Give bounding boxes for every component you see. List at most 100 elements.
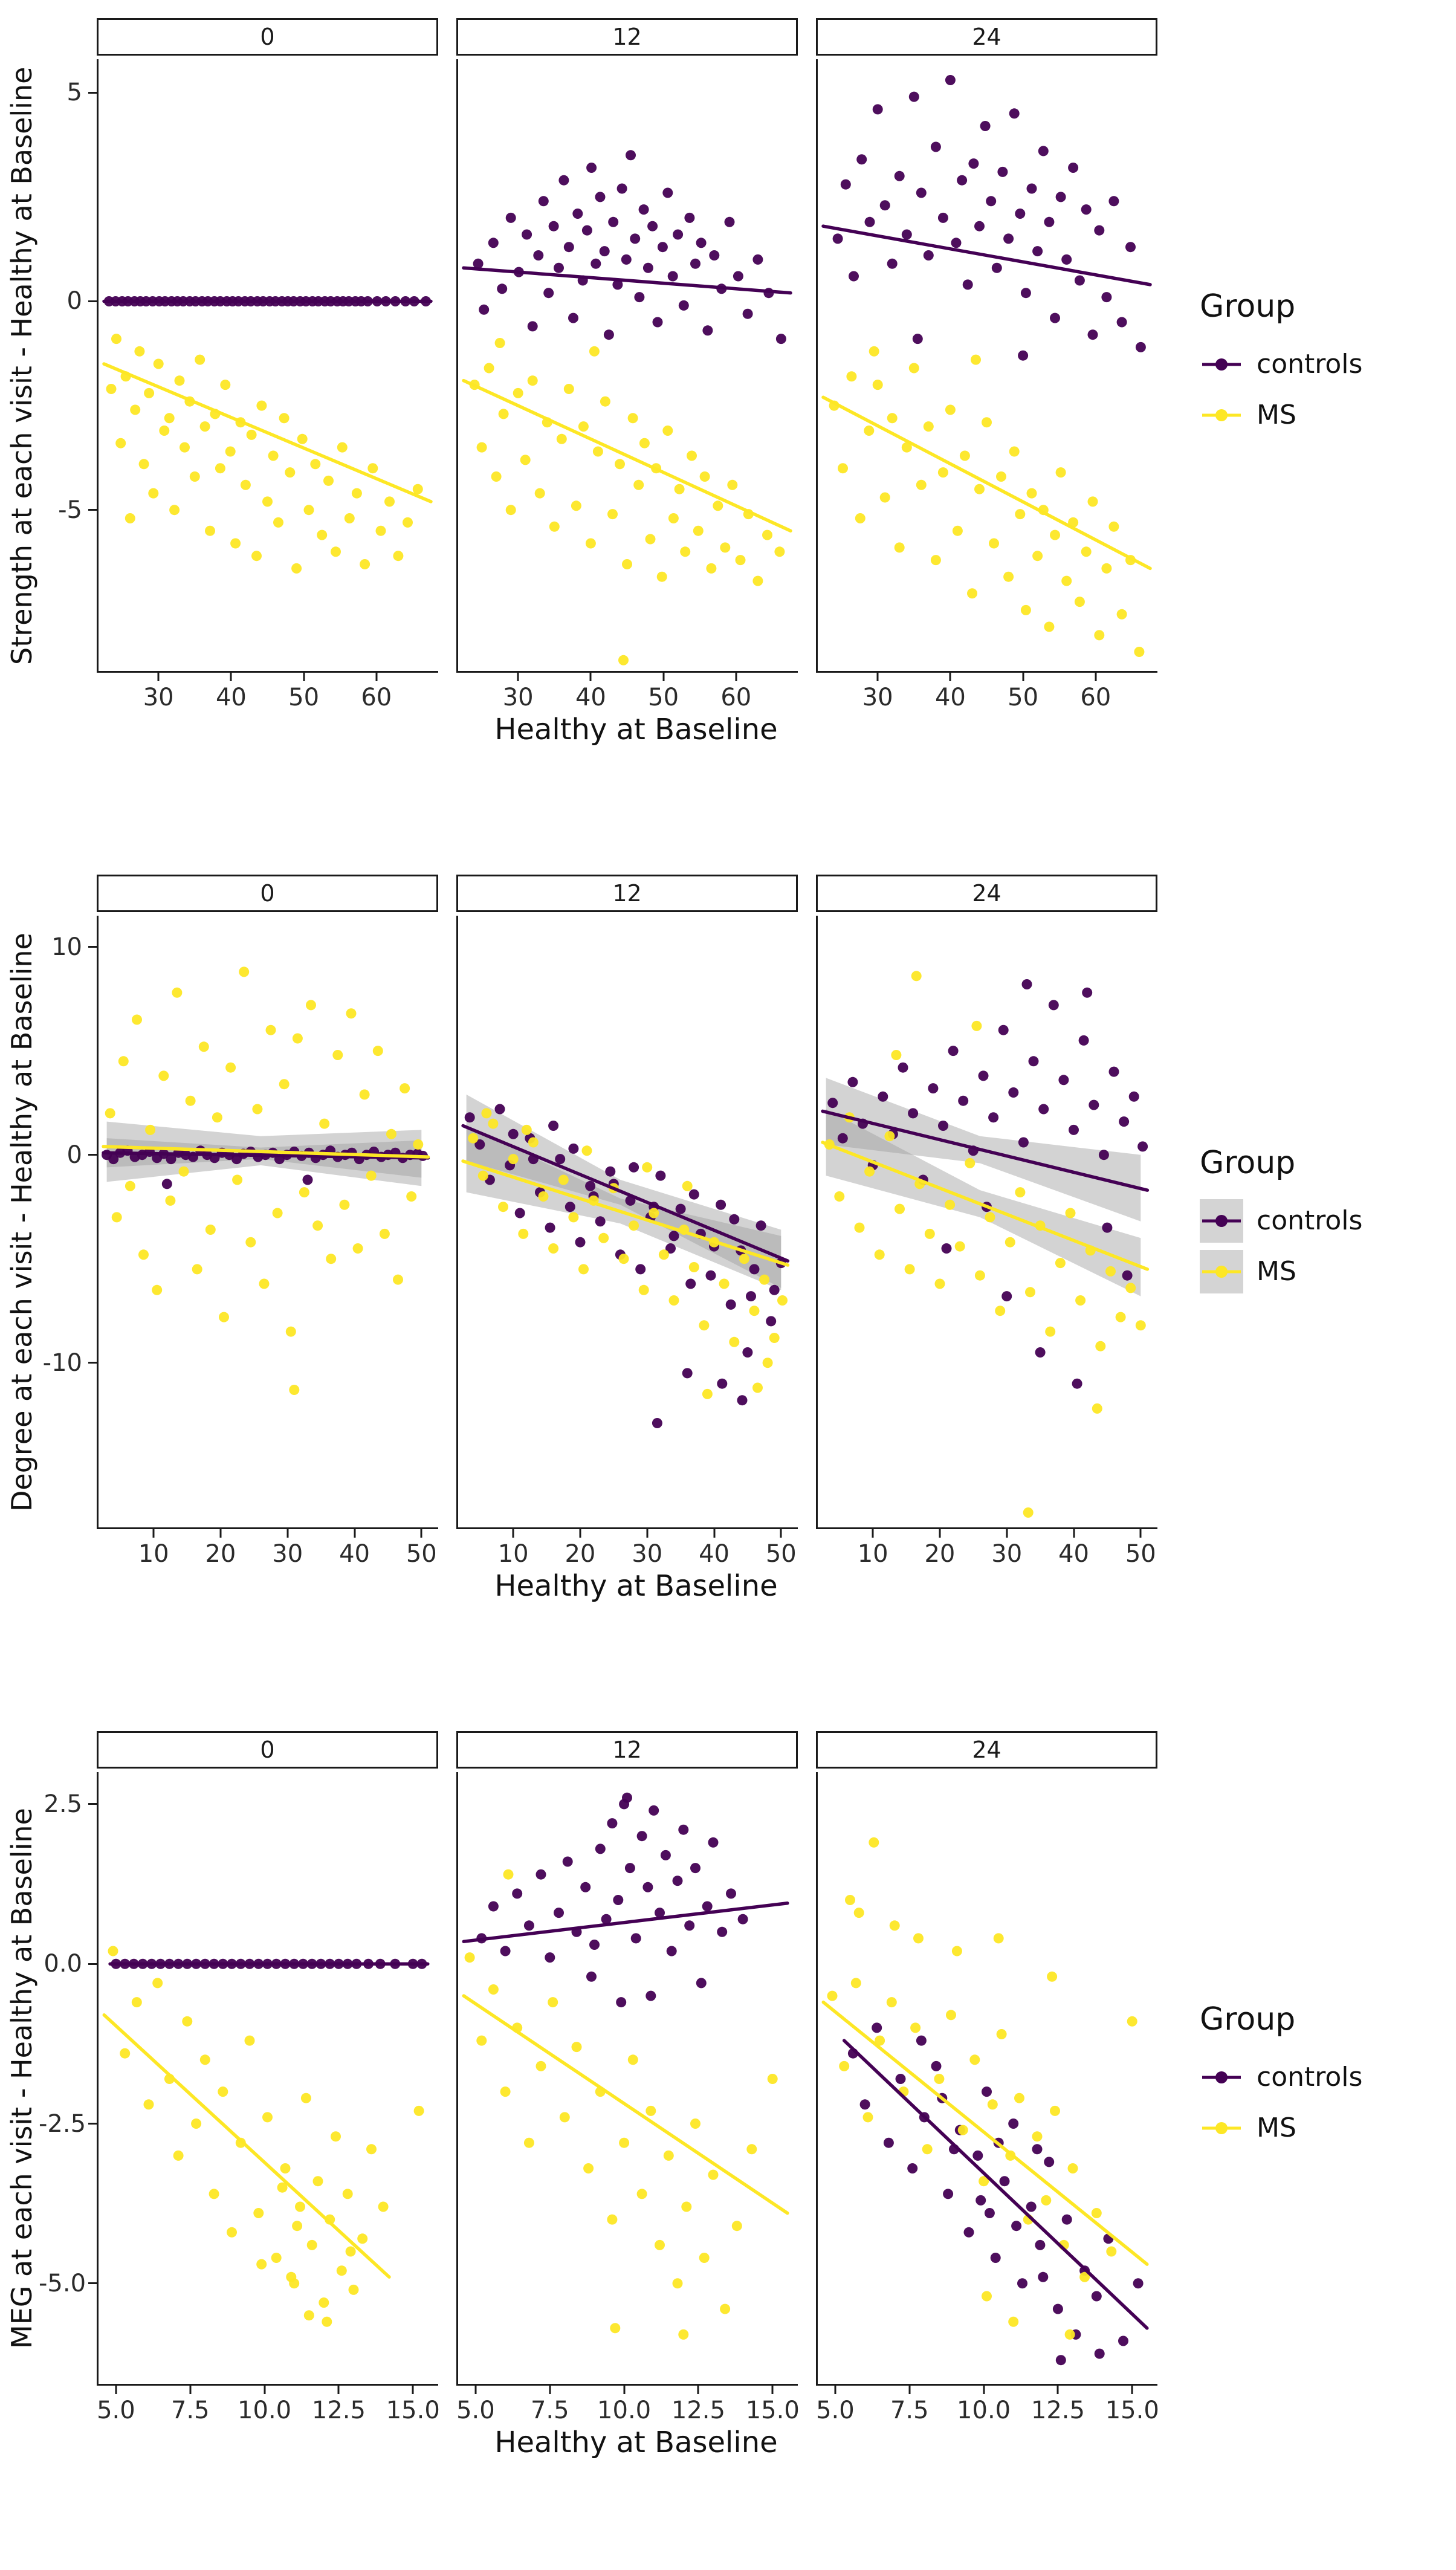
y-tick-mark	[88, 2282, 97, 2285]
y-tick-label: 10	[51, 933, 82, 961]
legend-label: MS	[1257, 400, 1296, 430]
points-MS	[464, 1869, 778, 2340]
y-tick-mark	[88, 509, 97, 511]
facet-panels: 0 10 20 30 40 50 12 10 20 30 40 50 24 10 20 30 40 50	[97, 875, 1157, 1568]
y-axis: 10 0 -10	[39, 916, 97, 1529]
x-axis: 30 40 50 60	[456, 673, 798, 711]
x-axis-title: Healthy at Baseline	[494, 2426, 778, 2459]
y-axis-title: MEG at each visit - Healthy at Baseline	[5, 1808, 38, 2349]
x-tick-mark	[949, 673, 951, 681]
x-tick-label: 7.5	[170, 2397, 210, 2424]
x-tick-label: 7.5	[890, 2397, 929, 2424]
legend-label: MS	[1257, 1256, 1296, 1287]
legend-label: MS	[1257, 2112, 1296, 2143]
legend-entries: controls MS	[1200, 343, 1362, 437]
y-tick-mark	[88, 2123, 97, 2125]
trend-line-MS	[462, 1994, 789, 2215]
points-MS	[108, 1946, 424, 2327]
figure-strength: Strength at each visit - Healthy at Base…	[0, 0, 1456, 856]
x-tick-mark	[735, 673, 737, 681]
facet-strip: 12	[456, 875, 798, 912]
legend-key-MS	[1200, 393, 1243, 437]
scatter-panel	[456, 59, 798, 673]
trend-line-MS	[102, 362, 433, 503]
x-tick-label: 20	[205, 1540, 236, 1568]
figure-degree: Degree at each visit - Healthy at Baseli…	[0, 856, 1456, 1713]
y-axis: 2.5 0.0 -2.5 -5.0	[39, 1772, 97, 2386]
facet-strip: 24	[816, 18, 1157, 56]
x-tick-mark	[983, 2386, 985, 2394]
x-tick-label: 40	[339, 1540, 370, 1568]
x-tick-mark	[549, 2386, 551, 2394]
x-tick-mark	[771, 2386, 774, 2394]
y-axis-title: Strength at each visit - Healthy at Base…	[5, 66, 38, 665]
y-tick-label: -2.5	[39, 2109, 86, 2138]
scatter-panel	[456, 1772, 798, 2386]
x-tick-label: 60	[720, 684, 752, 711]
x-tick-label: 5.0	[456, 2397, 495, 2424]
facet-0: 0 5.0 7.5 10.0 12.5 15.0	[97, 1731, 440, 2424]
x-tick-label: 30	[272, 1540, 303, 1568]
x-tick-label: 20	[565, 1540, 596, 1568]
x-tick-label: 30	[632, 1540, 663, 1568]
points-controls	[847, 2022, 1144, 2366]
x-tick-mark	[412, 2386, 414, 2394]
x-tick-label: 50	[288, 684, 320, 711]
scatter-panel	[97, 59, 438, 673]
x-tick-label: 10	[497, 1540, 529, 1568]
trend-line-MS	[821, 395, 1152, 571]
x-axis: 30 40 50 60	[97, 673, 438, 711]
x-axis: 5.0 7.5 10.0 12.5 15.0	[816, 2386, 1159, 2424]
facet-strip: 12	[456, 18, 798, 56]
x-tick-mark	[230, 673, 232, 681]
x-tick-mark	[512, 1529, 514, 1538]
x-tick-mark	[662, 673, 665, 681]
x-tick-mark	[420, 1529, 422, 1538]
trend-line-MS	[461, 1159, 790, 1267]
x-tick-label: 40	[215, 684, 247, 711]
trend-line-controls	[461, 1124, 790, 1263]
facet-24: 24 10 20 30 40 50	[816, 875, 1157, 1568]
x-tick-label: 30	[862, 684, 893, 711]
y-axis: 5 0 -5	[39, 59, 97, 673]
y-tick-label: 0.0	[44, 1950, 82, 1978]
legend-entry-MS: MS	[1200, 1249, 1362, 1293]
x-tick-mark	[589, 673, 592, 681]
x-tick-label: 50	[406, 1540, 437, 1568]
legend-entry-MS: MS	[1200, 393, 1362, 437]
x-tick-mark	[939, 1529, 941, 1538]
facet-strip: 0	[97, 1731, 438, 1769]
legend-entry-controls: controls	[1200, 2056, 1362, 2099]
x-tick-mark	[1131, 2386, 1133, 2394]
x-axis-title: Healthy at Baseline	[494, 1569, 778, 1603]
x-tick-label: 12.5	[1031, 2397, 1085, 2424]
points-MS	[106, 334, 423, 574]
legend-key-controls	[1200, 2056, 1243, 2099]
trend-line-MS	[462, 378, 792, 532]
x-tick-label: 40	[699, 1540, 730, 1568]
facet-0: 0 10 20 30 40 50	[97, 875, 438, 1568]
x-axis-title: Healthy at Baseline	[494, 713, 778, 746]
x-tick-label: 5.0	[816, 2397, 855, 2424]
y-tick-mark	[88, 1362, 97, 1364]
legend-key-controls	[1200, 1199, 1243, 1243]
trend-line-MS	[102, 1145, 430, 1159]
x-tick-label: 5.0	[97, 2397, 135, 2424]
x-tick-label: 30	[991, 1540, 1023, 1568]
scatter-panel	[816, 1772, 1157, 2386]
legend-label: controls	[1257, 1205, 1363, 1236]
x-tick-mark	[286, 1529, 289, 1538]
points-controls	[473, 150, 786, 345]
y-axis-title: Degree at each visit - Healthy at Baseli…	[5, 933, 38, 1512]
x-tick-mark	[517, 673, 519, 681]
x-tick-label: 15.0	[1105, 2397, 1159, 2424]
points-MS	[829, 346, 1145, 657]
x-tick-mark	[152, 1529, 155, 1538]
y-tick-mark	[88, 1154, 97, 1156]
facet-panels: 0 5.0 7.5 10.0 12.5 15.0 12 5.0 7.5 10.0 12.5 15.0 2…	[97, 1731, 1159, 2424]
points-MS	[468, 1108, 788, 1399]
x-tick-mark	[1022, 673, 1024, 681]
trend-line-controls	[462, 266, 792, 295]
x-tick-label: 10.0	[957, 2397, 1011, 2424]
x-tick-label: 30	[143, 684, 174, 711]
